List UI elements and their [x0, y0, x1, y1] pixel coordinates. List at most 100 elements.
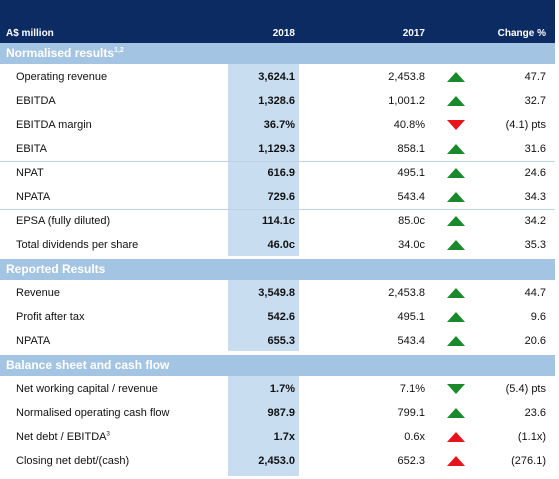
value-2018: 729.6 [267, 191, 295, 203]
table-row: Normalised operating cash flow 987.9 799.1… [0, 402, 555, 425]
header-2017: 2017 [402, 28, 425, 39]
section-balance-sheet: Balance sheet and cash flow [0, 355, 555, 376]
change-value: (5.4) pts [505, 383, 546, 395]
change-value: 32.7 [524, 95, 546, 107]
change-value: 31.6 [524, 143, 546, 155]
up-green-arrow-icon [447, 336, 465, 346]
value-2017: 1,001.2 [388, 95, 425, 107]
value-2017: 495.1 [397, 167, 425, 179]
footnote-ref: 3 [106, 431, 110, 438]
change-value: 47.7 [524, 71, 546, 83]
value-2018: 46.0c [267, 239, 295, 251]
row-label: EBITDA margin [16, 119, 92, 131]
change-value: 24.6 [524, 167, 546, 179]
value-2017: 0.6x [404, 431, 425, 443]
table-row: NPAT 616.9 495.1 24.6 [0, 162, 555, 185]
value-2017: 543.4 [397, 335, 425, 347]
change-value: (276.1) [511, 455, 546, 467]
change-value: 23.6 [524, 407, 546, 419]
value-2017: 85.0c [398, 215, 425, 227]
value-2017: 2,453.8 [388, 287, 425, 299]
value-2018: 1,129.3 [258, 143, 295, 155]
up-green-arrow-icon [447, 144, 465, 154]
up-green-arrow-icon [447, 168, 465, 178]
up-green-arrow-icon [447, 96, 465, 106]
footnote-ref: 1,2 [114, 47, 124, 54]
row-label: NPATA [16, 191, 51, 203]
table-row: EBITDA 1,328.6 1,001.2 32.7 [0, 90, 555, 113]
highlight-column-2018 [228, 280, 299, 351]
header-2018: 2018 [272, 28, 295, 39]
value-2018: 987.9 [267, 407, 295, 419]
value-2018: 616.9 [267, 167, 295, 179]
table-row: Revenue 3,549.8 2,453.8 44.7 [0, 282, 555, 305]
table-row: NPATA 729.6 543.4 34.3 [0, 186, 555, 209]
value-2017: 495.1 [397, 311, 425, 323]
value-2017: 34.0c [398, 239, 425, 251]
value-2018: 655.3 [267, 335, 295, 347]
table-row: Closing net debt/(cash) 2,453.0 652.3 (276.… [0, 450, 555, 473]
row-divider [0, 209, 555, 210]
highlight-column-2018 [228, 376, 299, 476]
row-label: Profit after tax [16, 311, 85, 323]
section-title: Normalised results1,2 [6, 46, 124, 60]
table-header: A$ million 2018 2017 Change % [0, 0, 555, 43]
up-green-arrow-icon [447, 192, 465, 202]
table-row: EPSA (fully diluted) 114.1c 85.0c 34.2 [0, 210, 555, 233]
section-normalised-results: Normalised results1,2 [0, 43, 555, 64]
row-label: EBITDA [16, 95, 56, 107]
row-label: NPAT [16, 167, 44, 179]
value-2018: 2,453.0 [258, 455, 295, 467]
value-2018: 1.7% [269, 383, 295, 395]
value-2017: 2,453.8 [388, 71, 425, 83]
value-2017: 543.4 [397, 191, 425, 203]
change-value: 34.2 [524, 215, 546, 227]
row-label: Total dividends per share [16, 239, 139, 251]
down-green-arrow-icon [447, 384, 465, 394]
table-row: Net working capital / revenue 1.7% 7.1% (5.… [0, 378, 555, 401]
value-2018: 114.1c [261, 215, 295, 227]
row-label: Operating revenue [16, 71, 108, 83]
value-2018: 542.6 [267, 311, 295, 323]
row-label: Normalised operating cash flow [16, 407, 170, 419]
section-title: Reported Results [6, 262, 106, 276]
up-green-arrow-icon [447, 288, 465, 298]
row-label: NPATA [16, 335, 51, 347]
up-red-arrow-icon [447, 456, 465, 466]
header-label: A$ million [6, 28, 54, 39]
change-value: 44.7 [524, 287, 546, 299]
value-2017: 7.1% [399, 383, 425, 395]
change-value: 35.3 [524, 239, 546, 251]
value-2017: 652.3 [397, 455, 425, 467]
row-label: Closing net debt/(cash) [16, 455, 130, 467]
value-2017: 858.1 [397, 143, 425, 155]
table-row: Profit after tax 542.6 495.1 9.6 [0, 306, 555, 329]
table-row: Net debt / EBITDA3 1.7x 0.6x (1.1x) [0, 426, 555, 449]
table-row: NPATA 655.3 543.4 20.6 [0, 330, 555, 353]
value-2017: 40.8% [393, 119, 425, 131]
row-label: Revenue [16, 287, 61, 299]
change-value: (4.1) pts [505, 119, 546, 131]
change-value: 34.3 [524, 191, 546, 203]
down-red-arrow-icon [447, 120, 465, 130]
row-label: EPSA (fully diluted) [16, 215, 111, 227]
table-row: EBITDA margin 36.7% 40.8% (4.1) pts [0, 114, 555, 137]
value-2018: 1.7x [273, 431, 295, 443]
section-reported-results: Reported Results [0, 259, 555, 280]
change-value: (1.1x) [517, 431, 546, 443]
highlight-column-2018 [228, 64, 299, 256]
table-row: Total dividends per share 46.0c 34.0c 35.3 [0, 234, 555, 257]
up-green-arrow-icon [447, 240, 465, 250]
table-row: EBITA 1,129.3 858.1 31.6 [0, 138, 555, 161]
value-2017: 799.1 [397, 407, 425, 419]
value-2018: 36.7% [263, 119, 295, 131]
row-label: Net working capital / revenue [16, 383, 158, 395]
value-2018: 1,328.6 [258, 95, 295, 107]
header-change: Change % [497, 28, 546, 39]
up-red-arrow-icon [447, 432, 465, 442]
up-green-arrow-icon [447, 72, 465, 82]
up-green-arrow-icon [447, 408, 465, 418]
value-2018: 3,549.8 [258, 287, 295, 299]
up-green-arrow-icon [447, 312, 465, 322]
